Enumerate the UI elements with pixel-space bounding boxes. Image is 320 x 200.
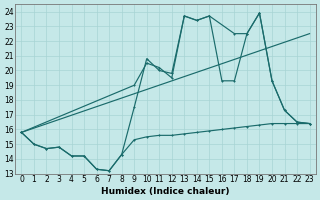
X-axis label: Humidex (Indice chaleur): Humidex (Indice chaleur) [101,187,230,196]
